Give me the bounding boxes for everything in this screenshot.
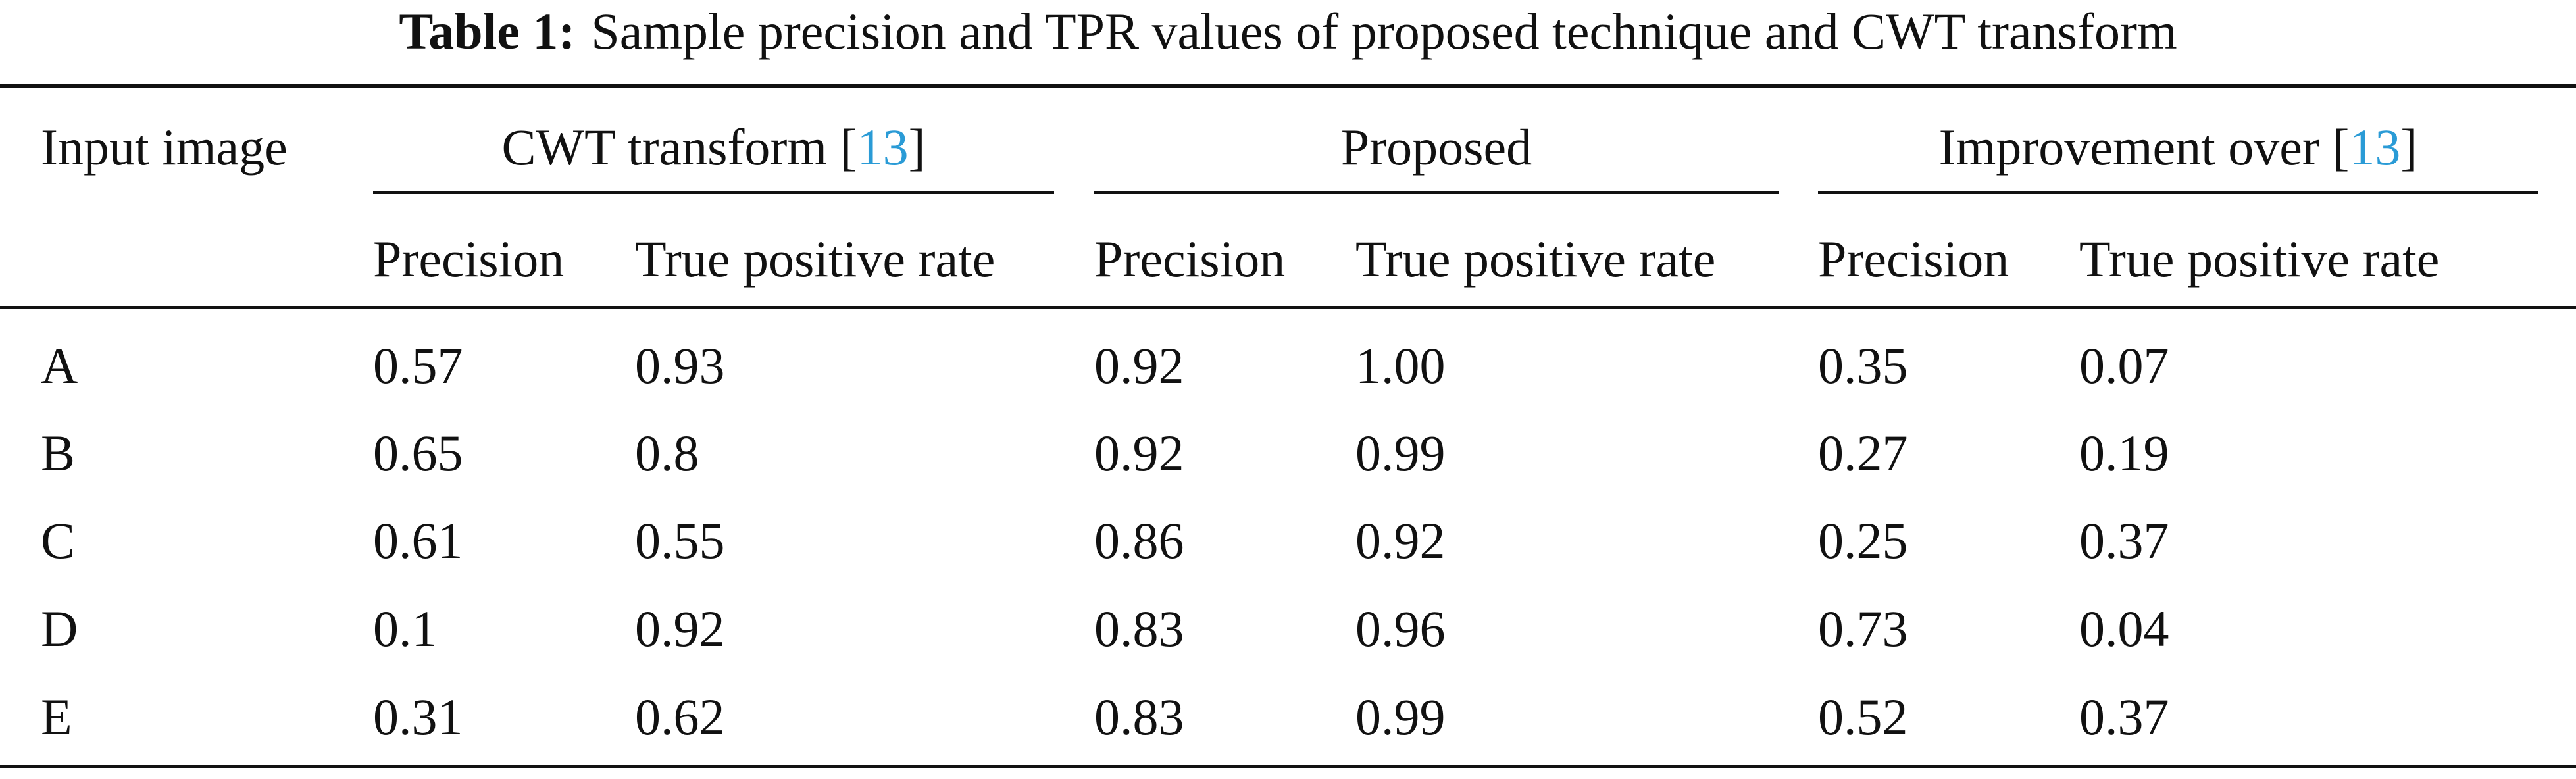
cell-proposed-tpr: 0.99 — [1355, 424, 1446, 482]
row-label: A — [41, 337, 78, 394]
cell-proposed-precision: 0.83 — [1094, 688, 1184, 745]
cell-cwt-tpr: 0.8 — [635, 424, 699, 482]
header-group-improvement: Improvement over [13] — [1818, 116, 2538, 179]
subheader-cwt-precision: Precision — [373, 230, 565, 288]
cell-improvement-precision: 0.73 — [1818, 600, 1908, 657]
group-underline-cwt — [373, 191, 1054, 194]
cell-proposed-tpr: 0.92 — [1355, 512, 1446, 569]
cell-proposed-tpr: 0.99 — [1355, 688, 1446, 745]
citation-link-13[interactable]: 13 — [857, 118, 909, 176]
cell-improvement-precision: 0.27 — [1818, 424, 1908, 482]
cell-cwt-precision: 0.57 — [373, 337, 463, 394]
table-header-rule — [0, 306, 2576, 309]
cell-improvement-tpr: 0.19 — [2079, 424, 2169, 482]
row-label: B — [41, 424, 76, 482]
cell-improvement-tpr: 0.37 — [2079, 688, 2169, 745]
table-top-rule — [0, 84, 2576, 88]
row-label: E — [41, 688, 72, 745]
header-input-image: Input image — [41, 118, 288, 176]
header-group-improvement-close: ] — [2400, 118, 2418, 176]
cell-proposed-tpr: 0.96 — [1355, 600, 1446, 657]
cell-improvement-tpr: 0.37 — [2079, 512, 2169, 569]
row-label: C — [41, 512, 76, 569]
cell-improvement-precision: 0.35 — [1818, 337, 1908, 394]
table-caption-label: Table 1: — [399, 3, 576, 60]
cell-proposed-precision: 0.86 — [1094, 512, 1184, 569]
cell-proposed-precision: 0.83 — [1094, 600, 1184, 657]
subheader-proposed-tpr: True positive rate — [1355, 230, 1716, 288]
cell-improvement-precision: 0.25 — [1818, 512, 1908, 569]
header-group-improvement-text: Improvement over [ — [1938, 118, 2350, 176]
cell-improvement-tpr: 0.04 — [2079, 600, 2169, 657]
table-caption: Table 1: Sample precision and TPR values … — [0, 0, 2576, 63]
citation-link-13[interactable]: 13 — [2349, 118, 2401, 176]
cell-proposed-precision: 0.92 — [1094, 337, 1184, 394]
row-label: D — [41, 600, 78, 657]
cell-cwt-tpr: 0.62 — [635, 688, 725, 745]
cell-cwt-tpr: 0.93 — [635, 337, 725, 394]
cell-proposed-tpr: 1.00 — [1355, 337, 1446, 394]
cell-cwt-precision: 0.61 — [373, 512, 463, 569]
subheader-improvement-tpr: True positive rate — [2079, 230, 2440, 288]
header-group-cwt: CWT transform [13] — [373, 116, 1054, 179]
header-group-proposed-text: Proposed — [1340, 118, 1532, 176]
cell-cwt-precision: 0.31 — [373, 688, 463, 745]
header-group-proposed: Proposed — [1094, 116, 1779, 179]
cell-proposed-precision: 0.92 — [1094, 424, 1184, 482]
table-caption-text: Sample precision and TPR values of propo… — [591, 3, 2177, 60]
cell-cwt-tpr: 0.92 — [635, 600, 725, 657]
cell-cwt-precision: 0.65 — [373, 424, 463, 482]
header-group-cwt-text: CWT transform [ — [501, 118, 857, 176]
cell-cwt-tpr: 0.55 — [635, 512, 725, 569]
subheader-improvement-precision: Precision — [1818, 230, 2009, 288]
cell-improvement-tpr: 0.07 — [2079, 337, 2169, 394]
group-underline-proposed — [1094, 191, 1779, 194]
subheader-proposed-precision: Precision — [1094, 230, 1286, 288]
cell-cwt-precision: 0.1 — [373, 600, 438, 657]
subheader-cwt-tpr: True positive rate — [635, 230, 996, 288]
group-underline-improvement — [1818, 191, 2538, 194]
cell-improvement-precision: 0.52 — [1818, 688, 1908, 745]
table-bottom-rule — [0, 765, 2576, 768]
header-group-cwt-close: ] — [908, 118, 926, 176]
